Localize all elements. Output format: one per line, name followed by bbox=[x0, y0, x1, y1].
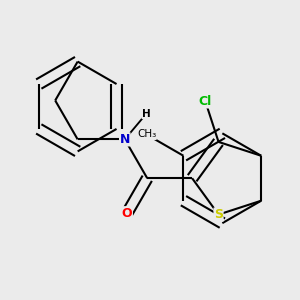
Text: N: N bbox=[120, 133, 130, 146]
Text: H: H bbox=[142, 109, 151, 118]
Text: S: S bbox=[214, 208, 223, 221]
Text: O: O bbox=[122, 207, 132, 220]
Text: Cl: Cl bbox=[199, 95, 212, 108]
Text: CH₃: CH₃ bbox=[137, 130, 156, 140]
